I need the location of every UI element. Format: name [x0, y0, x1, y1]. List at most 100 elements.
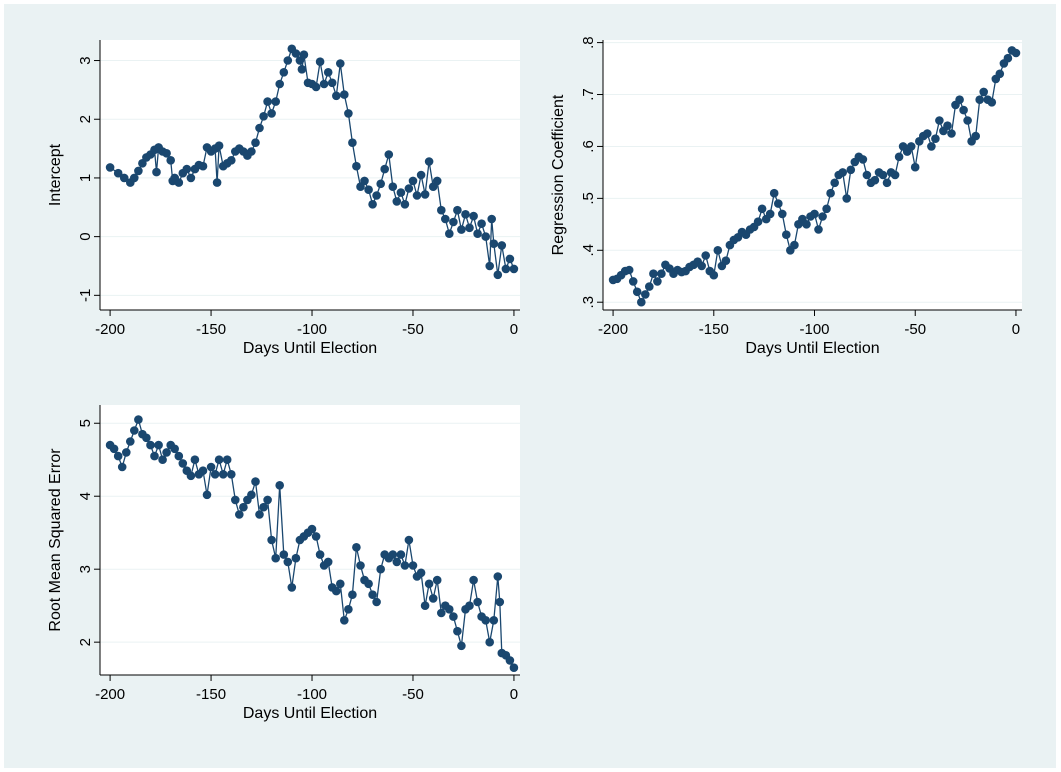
- data-point: [130, 426, 139, 435]
- data-point: [210, 470, 220, 479]
- data-point: [657, 269, 666, 279]
- data-point: [975, 95, 984, 104]
- data-point: [146, 440, 155, 450]
- data-point: [255, 510, 264, 519]
- data-point: [170, 444, 179, 454]
- data-point: [332, 91, 341, 101]
- data-point: [408, 176, 418, 186]
- data-point: [368, 590, 377, 599]
- y-tick-label: .3: [580, 296, 597, 309]
- data-point: [263, 97, 272, 106]
- data-point: [408, 561, 418, 570]
- data-point: [505, 656, 515, 665]
- data-point: [348, 138, 357, 147]
- data-point: [870, 175, 880, 185]
- data-point: [878, 170, 888, 180]
- data-point: [653, 277, 662, 286]
- data-point: [420, 190, 430, 199]
- data-point: [943, 121, 952, 130]
- data-point: [624, 265, 634, 275]
- data-point: [206, 462, 216, 472]
- data-point: [251, 138, 260, 147]
- data-point: [263, 495, 272, 505]
- data-point: [774, 199, 783, 208]
- data-point: [461, 210, 470, 219]
- data-point: [388, 550, 398, 559]
- data-point: [186, 173, 196, 183]
- data-point: [632, 287, 642, 297]
- data-point: [283, 557, 293, 567]
- data-point: [307, 524, 317, 534]
- y-axis-title: Regression Coefficient: [550, 94, 567, 255]
- data-point: [113, 451, 123, 461]
- data-point: [311, 82, 321, 92]
- data-point: [449, 612, 458, 621]
- data-point: [372, 597, 381, 607]
- data-point: [757, 204, 767, 214]
- data-point: [291, 553, 301, 563]
- data-point: [113, 168, 123, 178]
- data-point: [279, 550, 289, 559]
- data-point: [166, 156, 175, 165]
- data-point: [332, 586, 341, 596]
- data-point: [319, 79, 329, 89]
- data-point: [400, 200, 410, 209]
- data-point: [437, 608, 446, 618]
- data-point: [279, 68, 289, 77]
- data-point: [637, 297, 646, 307]
- data-point: [846, 165, 856, 175]
- data-point: [396, 550, 406, 559]
- data-point: [384, 150, 394, 159]
- data-point: [174, 451, 184, 461]
- data-point: [971, 131, 980, 141]
- data-point: [987, 98, 997, 107]
- data-point: [202, 490, 212, 500]
- data-point: [400, 561, 410, 570]
- data-point: [356, 561, 365, 570]
- data-point: [838, 168, 847, 177]
- x-tick-label: -100: [297, 321, 327, 338]
- data-point: [218, 470, 228, 479]
- y-tick-label: -1: [77, 289, 94, 302]
- data-point: [259, 112, 268, 121]
- data-point: [227, 156, 236, 165]
- data-point: [862, 170, 872, 180]
- data-point: [247, 147, 256, 156]
- chart-panel-3: 2 3 4 5 -200 -150 -100 -50 0 Days Until Election R…: [47, 405, 520, 722]
- data-point: [214, 141, 224, 150]
- data-point: [1011, 48, 1021, 58]
- x-tick-label: -50: [904, 321, 926, 338]
- data-point: [501, 264, 511, 274]
- y-tick-label: 1: [77, 174, 94, 182]
- data-point: [315, 57, 325, 66]
- data-point: [198, 161, 208, 171]
- data-point: [255, 123, 264, 133]
- x-tick-label: -150: [196, 686, 226, 703]
- x-axis-title: Days Until Election: [745, 340, 879, 357]
- data-point: [364, 185, 373, 194]
- data-point: [364, 579, 373, 589]
- x-axis-title: Days Until Election: [243, 705, 377, 722]
- data-point: [477, 219, 486, 228]
- x-tick-label: 0: [510, 686, 518, 703]
- data-point: [628, 277, 638, 286]
- y-tick-label: 3: [77, 565, 94, 573]
- y-tick-label: 3: [77, 56, 94, 64]
- data-point: [352, 543, 361, 552]
- data-point: [119, 173, 129, 183]
- data-point: [271, 553, 281, 563]
- data-point: [396, 188, 406, 197]
- data-point: [122, 448, 131, 457]
- data-point: [882, 178, 892, 188]
- data-point: [810, 209, 819, 219]
- data-point: [372, 191, 381, 200]
- data-point: [445, 229, 454, 238]
- data-point: [701, 251, 710, 260]
- data-point: [287, 583, 297, 592]
- data-point: [890, 170, 900, 180]
- data-point: [481, 232, 491, 241]
- x-tick-label: -200: [598, 321, 628, 338]
- data-point: [963, 116, 972, 125]
- data-point: [251, 477, 260, 486]
- data-point: [291, 49, 301, 58]
